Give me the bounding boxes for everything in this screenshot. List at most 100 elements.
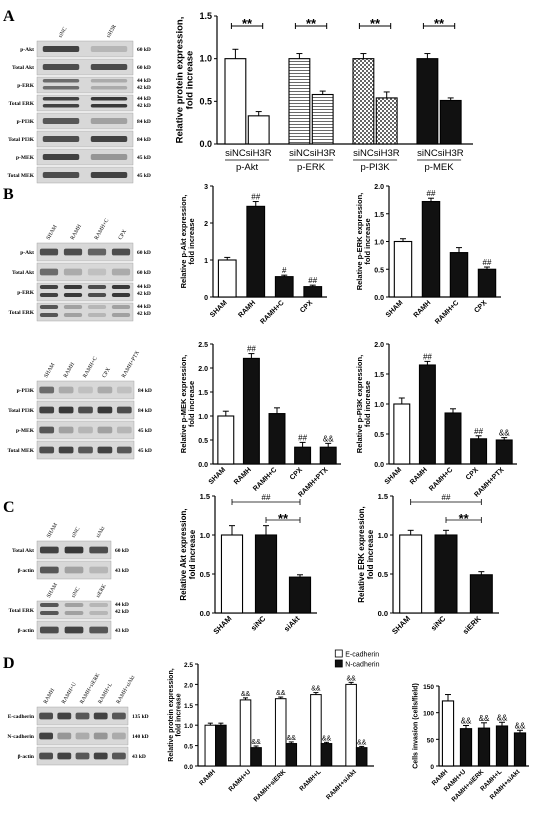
blot-band [75,732,90,740]
blot-lane-label: SHAM [46,522,59,539]
blot-band [42,104,80,108]
y-tick-label: 0.5 [199,96,212,106]
blot-band [90,117,128,125]
blot-kd-label: 60 kD [137,250,151,256]
y-tick-label: 0.5 [378,570,388,579]
blot-band [39,603,59,607]
blot-membrane [36,282,134,302]
x-tick-label: RAMH+U [227,768,252,793]
bar [246,205,266,298]
blot-row-label: Total MEK [7,173,34,179]
blot-band [90,97,128,101]
blot-row-label: Total Akt [12,270,34,276]
y-axis-label: Relative p-Akt expression,fold increase [179,195,196,289]
bar [320,743,333,767]
panel-letter-c: C [3,499,15,516]
y-tick-label: 1.5 [199,11,212,21]
blot-band [39,546,59,554]
blot-band [97,426,113,434]
blot-lane-label: siH3R [106,24,118,39]
group-label: p-MEK [425,162,455,173]
blot-band [87,293,107,297]
blot-band [39,446,55,454]
y-axis-label-line: fold increase [187,381,196,427]
blot-band [93,752,108,760]
blot-band [90,104,128,108]
significance-mark: ## [308,276,317,285]
blot-lane-label: RAMH [43,688,56,705]
blot-band [58,446,74,454]
blot-band [89,546,109,554]
blot-a-0: siNC siH3R p-Akt 60 kD Total Akt 60 kD p-ERK 44… [7,24,151,184]
significance-mark: ** [434,16,445,31]
blot-band [39,611,59,615]
y-axis-label-line: fold increase [188,529,197,579]
bar [247,115,270,145]
blot-band [39,426,55,434]
x-tick-label: siNC [289,148,310,159]
blot-kd-label: 43 kD [132,754,146,760]
blot-kd-label: 42 kD [137,85,151,91]
blot-kd-label: 45 kD [138,448,152,454]
x-tick-label: CPX [289,466,304,481]
group-label: p-ERK [297,162,326,173]
y-axis-label-line: fold increase [363,381,372,427]
y-tick-label: 0.5 [198,438,208,445]
bar [513,732,527,767]
blot-lane-label: siERK [95,583,108,599]
blot-band [63,268,83,276]
y-tick-label: 0.0 [199,139,212,149]
x-tick-label: RAMH+C [434,299,460,325]
blot-membrane [36,112,134,130]
blot-band [116,426,132,434]
y-axis-label: Relative Akt expression,fold increase [179,508,197,600]
significance-mark: && [346,675,356,682]
blot-row-label: Total Akt [12,65,34,71]
bar [470,438,488,465]
y-tick-label: 2.0 [198,366,208,373]
bar [439,99,462,145]
y-tick-label: 2.0 [184,682,193,689]
bar [352,58,375,145]
bar [444,412,462,465]
y-axis-label-line: Relative protein expression, [174,17,185,144]
x-tick-label: CPX [465,466,480,481]
x-tick-label: SHAM [384,466,404,486]
significance-mark: ** [459,511,470,526]
blot-kd-label: 42 kD [137,291,151,297]
blot-band [111,305,131,309]
blot-band [64,603,84,607]
blot-band [39,752,54,760]
blot-lane-label: RAMH+siAkt [115,674,136,705]
bar [345,683,357,767]
bar [434,534,458,614]
blot-band [57,732,72,740]
blot-band [90,171,128,179]
y-tick-label: 1.5 [184,703,193,710]
blot-band [78,426,93,434]
blot-kd-label: 140 kD [132,734,149,740]
blot-lane-label: siNC [71,526,82,539]
legend-swatch [334,649,343,658]
blot-band [93,712,108,720]
blot-band [64,626,84,634]
y-axis-label-line: fold increase [366,529,375,579]
blot-membrane [36,148,134,166]
y-axis-label: Relative ERK expression,fold increase [357,506,375,602]
blot-membrane [36,166,134,184]
blot-row-label: β-actin [18,754,34,760]
blot-kd-label: 45 kD [137,173,151,179]
bar [393,240,413,298]
bar [495,439,513,465]
blot-kd-label: 84 kD [137,119,151,125]
y-axis-label-line: Relative Akt expression, [179,508,188,600]
significance-mark: && [515,721,526,730]
y-tick-label: 0.5 [374,267,384,274]
blot-band [39,626,59,634]
x-tick-label: RAMH+C [428,466,454,492]
